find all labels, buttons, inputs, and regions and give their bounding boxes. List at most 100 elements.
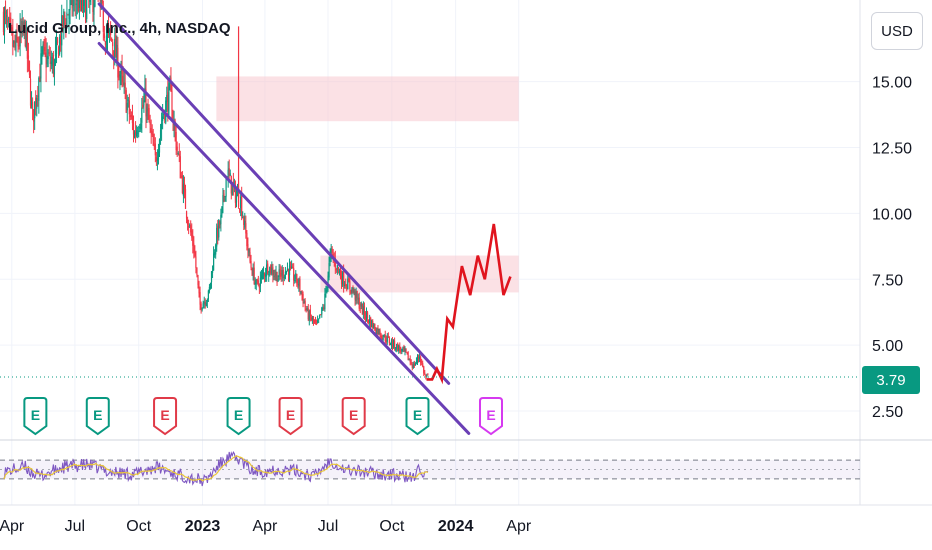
candle-body	[212, 253, 215, 271]
candle-body	[408, 359, 410, 361]
candle-body	[298, 279, 300, 287]
candle-body	[17, 42, 19, 46]
candle-body	[405, 348, 407, 352]
candle-body	[40, 53, 42, 79]
candle-body	[181, 175, 183, 193]
candle-body	[69, 0, 71, 11]
candle-body	[86, 0, 88, 19]
candle-body	[422, 363, 424, 367]
candle-body	[328, 263, 330, 278]
candle-body	[189, 224, 191, 226]
candle-body	[139, 127, 141, 129]
candle-body	[248, 250, 250, 253]
candle-body	[306, 308, 308, 311]
candle-body	[307, 308, 309, 320]
candle-body	[167, 92, 169, 112]
time-tick-label: Apr	[506, 518, 532, 535]
candle-body	[24, 22, 26, 47]
earnings-badge	[405, 397, 430, 436]
candle-body	[193, 243, 195, 253]
candle-body	[384, 335, 386, 342]
candle-body	[386, 336, 388, 342]
candle-body	[389, 343, 392, 345]
candle-body	[36, 97, 38, 109]
candle-body	[182, 184, 185, 196]
channel-line	[97, 2, 451, 385]
candle-body	[134, 131, 137, 135]
candle-body	[65, 22, 67, 28]
candle-body	[300, 291, 302, 293]
candle-body	[209, 282, 212, 289]
candle-body	[402, 347, 404, 349]
candle-body	[285, 270, 288, 274]
candle-body	[268, 274, 270, 276]
candle-body	[329, 253, 331, 262]
candle-body	[175, 131, 177, 150]
candle-body	[267, 263, 269, 274]
candle-body	[385, 340, 387, 343]
candle-body	[106, 29, 109, 37]
candle-body	[265, 274, 267, 277]
candle-body	[188, 226, 190, 228]
candle-body	[191, 230, 193, 238]
currency-button[interactable]: USD	[871, 12, 923, 50]
candle-body	[235, 195, 238, 203]
candle-body	[411, 364, 413, 368]
candle-body	[229, 173, 231, 176]
candle-body	[273, 275, 275, 278]
candle-body	[113, 50, 115, 57]
candle-body	[376, 328, 378, 334]
candle-body	[269, 266, 271, 274]
candle-body	[155, 157, 157, 162]
candle-body	[259, 277, 262, 287]
candle-body	[231, 184, 233, 196]
candle-body	[216, 227, 218, 247]
earnings-label: E	[413, 407, 422, 423]
candle-body	[295, 273, 297, 280]
candle-body	[85, 0, 87, 23]
candle-body	[13, 41, 15, 44]
candle-body	[254, 282, 256, 285]
candle-body	[380, 336, 382, 338]
candle-body	[60, 35, 62, 45]
candle-body	[372, 321, 374, 329]
candle-body	[131, 116, 134, 124]
candle-body	[116, 44, 118, 61]
candle-body	[92, 0, 94, 13]
candle-body	[373, 324, 375, 328]
candle-body	[309, 309, 311, 317]
candle-body	[11, 27, 13, 32]
candle-body	[399, 346, 401, 350]
time-tick-label: 2023	[185, 518, 221, 535]
candle-body	[406, 352, 408, 354]
candle-body	[330, 247, 332, 256]
candle-body	[367, 319, 370, 323]
candle-body	[47, 56, 49, 59]
candle-body	[390, 340, 393, 345]
candle-body	[148, 108, 150, 123]
earnings-label: E	[486, 407, 495, 423]
candle-body	[156, 158, 159, 161]
candle-body	[289, 266, 292, 268]
candle-body	[249, 252, 251, 262]
candle-body	[379, 330, 381, 337]
earnings-marker: E	[405, 397, 430, 436]
candle-body	[424, 372, 426, 375]
candle-body	[89, 0, 91, 2]
candle-body	[275, 272, 277, 276]
candle-body	[55, 41, 58, 55]
candle-body	[142, 104, 144, 108]
candle-body	[272, 266, 274, 276]
candle-body	[75, 3, 77, 5]
candle-body	[258, 286, 260, 288]
candle-body	[418, 356, 421, 359]
candle-body	[159, 130, 162, 139]
resistance-zone	[216, 76, 519, 122]
candle-body	[22, 22, 24, 30]
price-tick-label: 15.00	[872, 75, 912, 92]
candle-body	[377, 327, 379, 335]
candle-body	[239, 208, 241, 210]
candle-body	[369, 318, 371, 323]
